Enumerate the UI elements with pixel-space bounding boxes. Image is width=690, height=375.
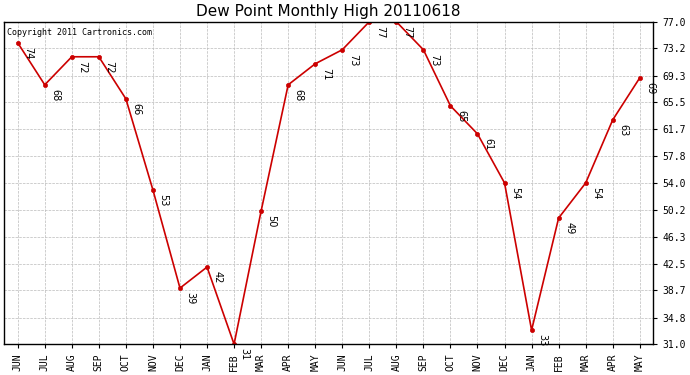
Text: 74: 74 [23,47,33,59]
Text: Copyright 2011 Cartronics.com: Copyright 2011 Cartronics.com [8,28,152,37]
Text: 54: 54 [591,187,601,200]
Text: 68: 68 [294,89,304,101]
Text: 54: 54 [510,187,520,200]
Text: 61: 61 [483,138,493,150]
Text: 71: 71 [321,68,331,80]
Text: 53: 53 [159,194,168,207]
Text: 66: 66 [131,103,141,115]
Text: 63: 63 [618,124,629,136]
Title: Dew Point Monthly High 20110618: Dew Point Monthly High 20110618 [197,4,461,19]
Text: 73: 73 [348,54,358,66]
Text: 65: 65 [456,110,466,122]
Text: 73: 73 [429,54,439,66]
Text: 39: 39 [186,292,195,304]
Text: 77: 77 [402,26,412,38]
Text: 33: 33 [537,334,547,346]
Text: 49: 49 [564,222,574,234]
Text: 72: 72 [77,61,88,74]
Text: 31: 31 [239,348,250,361]
Text: 72: 72 [104,61,115,74]
Text: 42: 42 [213,271,223,284]
Text: 68: 68 [50,89,60,101]
Text: 77: 77 [375,26,385,38]
Text: 50: 50 [266,215,277,228]
Text: 69: 69 [645,82,656,94]
